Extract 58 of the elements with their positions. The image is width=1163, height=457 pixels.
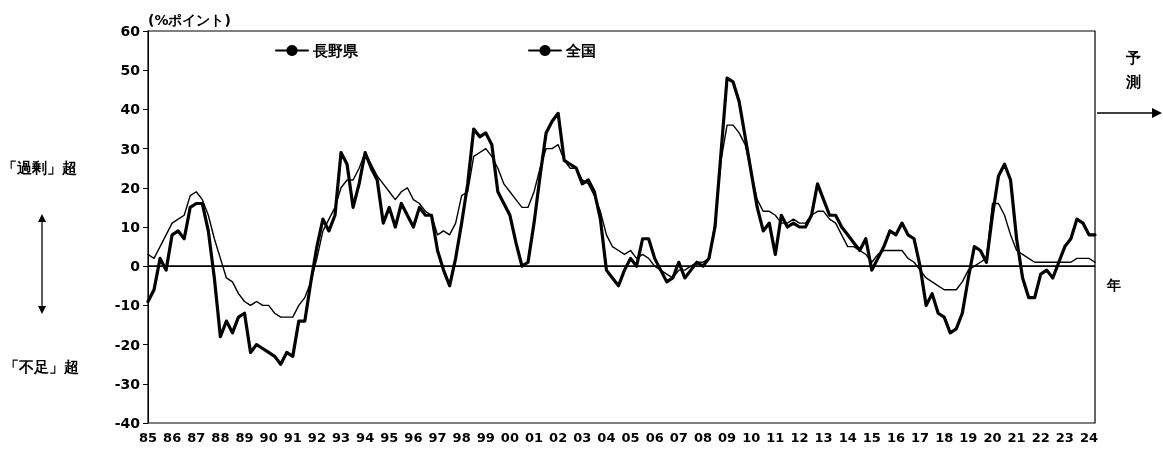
x-tick-label: 96 xyxy=(404,430,423,445)
x-tick-label: 16 xyxy=(886,430,905,445)
y-tick-label: 30 xyxy=(120,140,141,157)
y-tick-label: 20 xyxy=(120,179,141,196)
x-tick-label: 15 xyxy=(862,430,881,445)
y-tick-label: -10 xyxy=(114,297,141,314)
x-tick-label: 98 xyxy=(452,430,471,445)
x-tick-label: 03 xyxy=(573,430,592,445)
x-tick-label: 90 xyxy=(259,430,278,445)
legend-label: 長野県 xyxy=(312,41,359,60)
x-tick-label: 87 xyxy=(187,430,206,445)
x-tick-label: 09 xyxy=(718,430,737,445)
x-tick-label: 11 xyxy=(766,430,785,445)
y-tick-label: 10 xyxy=(120,219,141,235)
x-tick-label: 08 xyxy=(693,430,712,445)
y-tick-label: 0 xyxy=(130,258,141,275)
x-tick-label: 02 xyxy=(549,430,568,445)
x-tick-label: 07 xyxy=(669,430,688,445)
x-tick-label: 23 xyxy=(1055,430,1074,445)
text: 予測 xyxy=(1125,49,1141,91)
y-tick-label: -20 xyxy=(114,336,141,353)
x-tick-label: 93 xyxy=(331,430,351,445)
y-tick-label: -30 xyxy=(114,375,141,392)
y-tick-label: 60 xyxy=(120,23,141,39)
x-tick-label: 22 xyxy=(1031,430,1050,445)
x-tick-label: 17 xyxy=(911,430,930,445)
x-tick-label: 19 xyxy=(959,430,978,445)
x-tick-label: 05 xyxy=(621,430,640,445)
x-tick-label: 12 xyxy=(790,430,809,445)
text: 「過剰」超 xyxy=(2,159,77,177)
x-tick-label: 24 xyxy=(1079,430,1099,445)
x-tick-label: 18 xyxy=(935,430,954,445)
x-tick-label: 94 xyxy=(356,430,375,445)
x-tick-label: 88 xyxy=(211,430,230,445)
y-tick-label: 50 xyxy=(120,62,141,79)
x-tick-label: 85 xyxy=(138,430,158,445)
y-tick-label: 40 xyxy=(120,101,141,118)
x-tick-label: 10 xyxy=(742,430,761,445)
x-tick-label: 86 xyxy=(163,430,182,445)
x-tick-label: 01 xyxy=(524,430,544,445)
x-tick-label: 06 xyxy=(645,430,664,445)
x-tick-label: 04 xyxy=(597,430,616,445)
y-axis-title: (%ポイント) xyxy=(148,12,231,28)
x-tick-label: 97 xyxy=(428,430,447,445)
text: 「不足」超 xyxy=(4,358,79,376)
x-tick-label: 00 xyxy=(500,430,519,445)
x-tick-label: 13 xyxy=(814,430,833,445)
x-tick-label: 20 xyxy=(983,430,1002,445)
x-tick-label: 92 xyxy=(307,430,326,445)
legend-label: 全国 xyxy=(565,41,596,60)
x-tick-label: 89 xyxy=(235,430,254,445)
x-tick-label: 21 xyxy=(1007,430,1026,445)
x-tick-label: 95 xyxy=(380,430,399,445)
x-tick-label: 14 xyxy=(838,430,857,445)
x-axis-title: 年 xyxy=(1106,277,1121,294)
x-tick-label: 91 xyxy=(283,430,302,445)
y-tick-label: -40 xyxy=(114,415,141,431)
x-tick-label: 99 xyxy=(476,430,495,445)
